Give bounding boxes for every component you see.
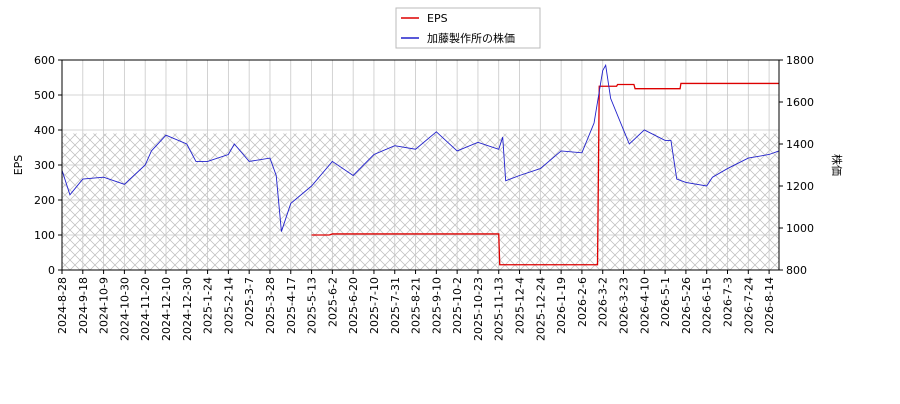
legend-label: 加藤製作所の株価 — [427, 31, 515, 45]
x-tick-label: 2024-9-18 — [77, 277, 90, 334]
y2-tick-label: 1800 — [786, 54, 814, 67]
y-tick-label: 100 — [34, 229, 55, 242]
y-tick-label: 0 — [48, 264, 55, 277]
x-tick-label: 2026-8-14 — [763, 277, 776, 334]
x-tick-label: 2026-1-19 — [555, 277, 568, 334]
x-tick-label: 2024-12-30 — [181, 277, 194, 341]
y2-axis-label: 株価 — [830, 154, 844, 176]
legend-label: EPS — [427, 12, 448, 25]
x-tick-label: 2025-6-20 — [347, 277, 360, 334]
y2-tick-label: 1000 — [786, 222, 814, 235]
y2-tick-label: 1400 — [786, 138, 814, 151]
x-tick-label: 2025-3-7 — [243, 277, 256, 327]
shaded-range — [62, 133, 779, 270]
x-tick-label: 2025-6-2 — [326, 277, 339, 327]
x-tick-label: 2026-7-24 — [742, 277, 755, 334]
x-tick-label: 2025-10-23 — [472, 277, 485, 341]
x-tick-label: 2026-2-6 — [576, 277, 589, 327]
y-tick-label: 500 — [34, 89, 55, 102]
x-tick-label: 2025-10-2 — [451, 277, 464, 334]
y2-tick-label: 1200 — [786, 180, 814, 193]
x-tick-label: 2025-11-13 — [493, 277, 506, 341]
x-tick-label: 2025-12-24 — [534, 277, 547, 341]
y-tick-label: 200 — [34, 194, 55, 207]
series-line — [311, 82, 779, 266]
x-tick-label: 2026-7-3 — [722, 277, 735, 327]
x-tick-label: 2025-9-10 — [430, 277, 443, 334]
x-tick-label: 2026-3-2 — [597, 277, 610, 327]
x-tick-label: 2026-5-1 — [659, 277, 672, 327]
x-tick-label: 2024-8-28 — [56, 277, 69, 334]
y-tick-label: 300 — [34, 159, 55, 172]
x-tick-label: 2025-4-17 — [285, 277, 298, 334]
x-tick-label: 2025-3-28 — [264, 277, 277, 334]
y-tick-label: 600 — [34, 54, 55, 67]
x-tick-label: 2025-8-21 — [410, 277, 423, 334]
y2-tick-label: 1600 — [786, 96, 814, 109]
x-tick-label: 2024-10-30 — [118, 277, 131, 341]
legend-box — [395, 7, 541, 49]
y2-tick-label: 800 — [786, 264, 807, 277]
x-tick-label: 2024-10-9 — [98, 277, 111, 334]
x-tick-label: 2026-6-15 — [701, 277, 714, 334]
x-tick-label: 2025-12-4 — [514, 277, 527, 334]
y-axis-label: EPS — [12, 155, 25, 176]
series-line — [61, 63, 780, 232]
x-tick-label: 2026-5-26 — [680, 277, 693, 334]
x-tick-label: 2025-5-13 — [306, 277, 319, 334]
x-tick-label: 2025-7-31 — [389, 277, 402, 334]
x-tick-label: 2026-3-23 — [618, 277, 631, 334]
x-tick-label: 2025-7-10 — [368, 277, 381, 334]
x-tick-label: 2024-12-10 — [160, 277, 173, 341]
y-tick-label: 400 — [34, 124, 55, 137]
x-tick-label: 2026-4-10 — [638, 277, 651, 334]
x-tick-label: 2025-1-24 — [202, 277, 215, 334]
plot-frame — [61, 59, 780, 271]
x-tick-label: 2024-11-20 — [139, 277, 152, 341]
x-tick-label: 2025-2-14 — [222, 277, 235, 334]
